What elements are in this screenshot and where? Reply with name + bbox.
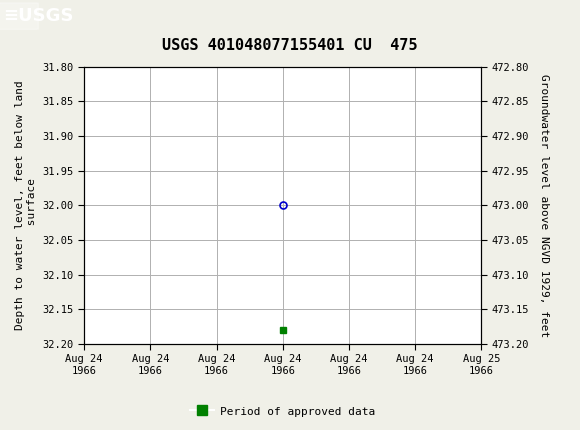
FancyBboxPatch shape <box>0 3 38 29</box>
Y-axis label: Groundwater level above NGVD 1929, feet: Groundwater level above NGVD 1929, feet <box>539 74 549 337</box>
Y-axis label: Depth to water level, feet below land
 surface: Depth to water level, feet below land su… <box>15 80 37 330</box>
Text: USGS 401048077155401 CU  475: USGS 401048077155401 CU 475 <box>162 38 418 52</box>
Legend: Period of approved data: Period of approved data <box>186 402 380 421</box>
Text: ≡USGS: ≡USGS <box>3 7 74 25</box>
